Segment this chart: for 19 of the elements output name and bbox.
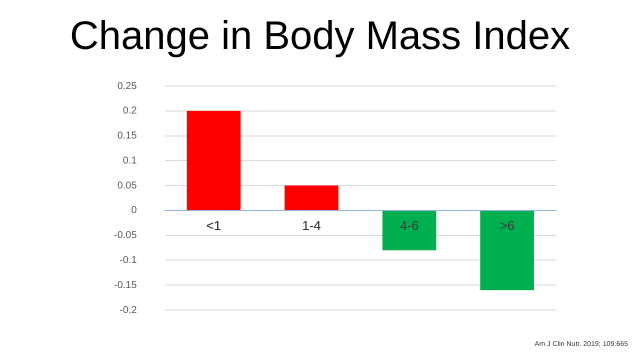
bar <box>186 110 241 210</box>
y-tick-label: 0.1 <box>122 155 138 166</box>
y-tick-label: 0.2 <box>122 106 138 117</box>
y-tick-label: -0.05 <box>114 230 138 242</box>
y-tick-label: -0.2 <box>120 304 138 316</box>
y-tick-label: 0.25 <box>117 80 138 92</box>
y-tick-label: 0.15 <box>117 130 138 142</box>
y-tick-label: 0 <box>131 205 138 216</box>
bar <box>480 210 534 290</box>
x-tick-label: 1-4 <box>302 218 321 233</box>
bar <box>382 210 436 250</box>
x-tick-label: <1 <box>206 218 222 233</box>
bar <box>284 186 338 210</box>
chart-title: Change in Body Mass Index <box>68 14 572 59</box>
x-tick-label: 4-6 <box>400 218 419 233</box>
y-tick-label: -0.1 <box>120 254 138 266</box>
y-tick-label: -0.15 <box>114 280 138 291</box>
x-tick-label: >6 <box>500 218 515 233</box>
y-tick-label: 0.05 <box>117 180 138 192</box>
